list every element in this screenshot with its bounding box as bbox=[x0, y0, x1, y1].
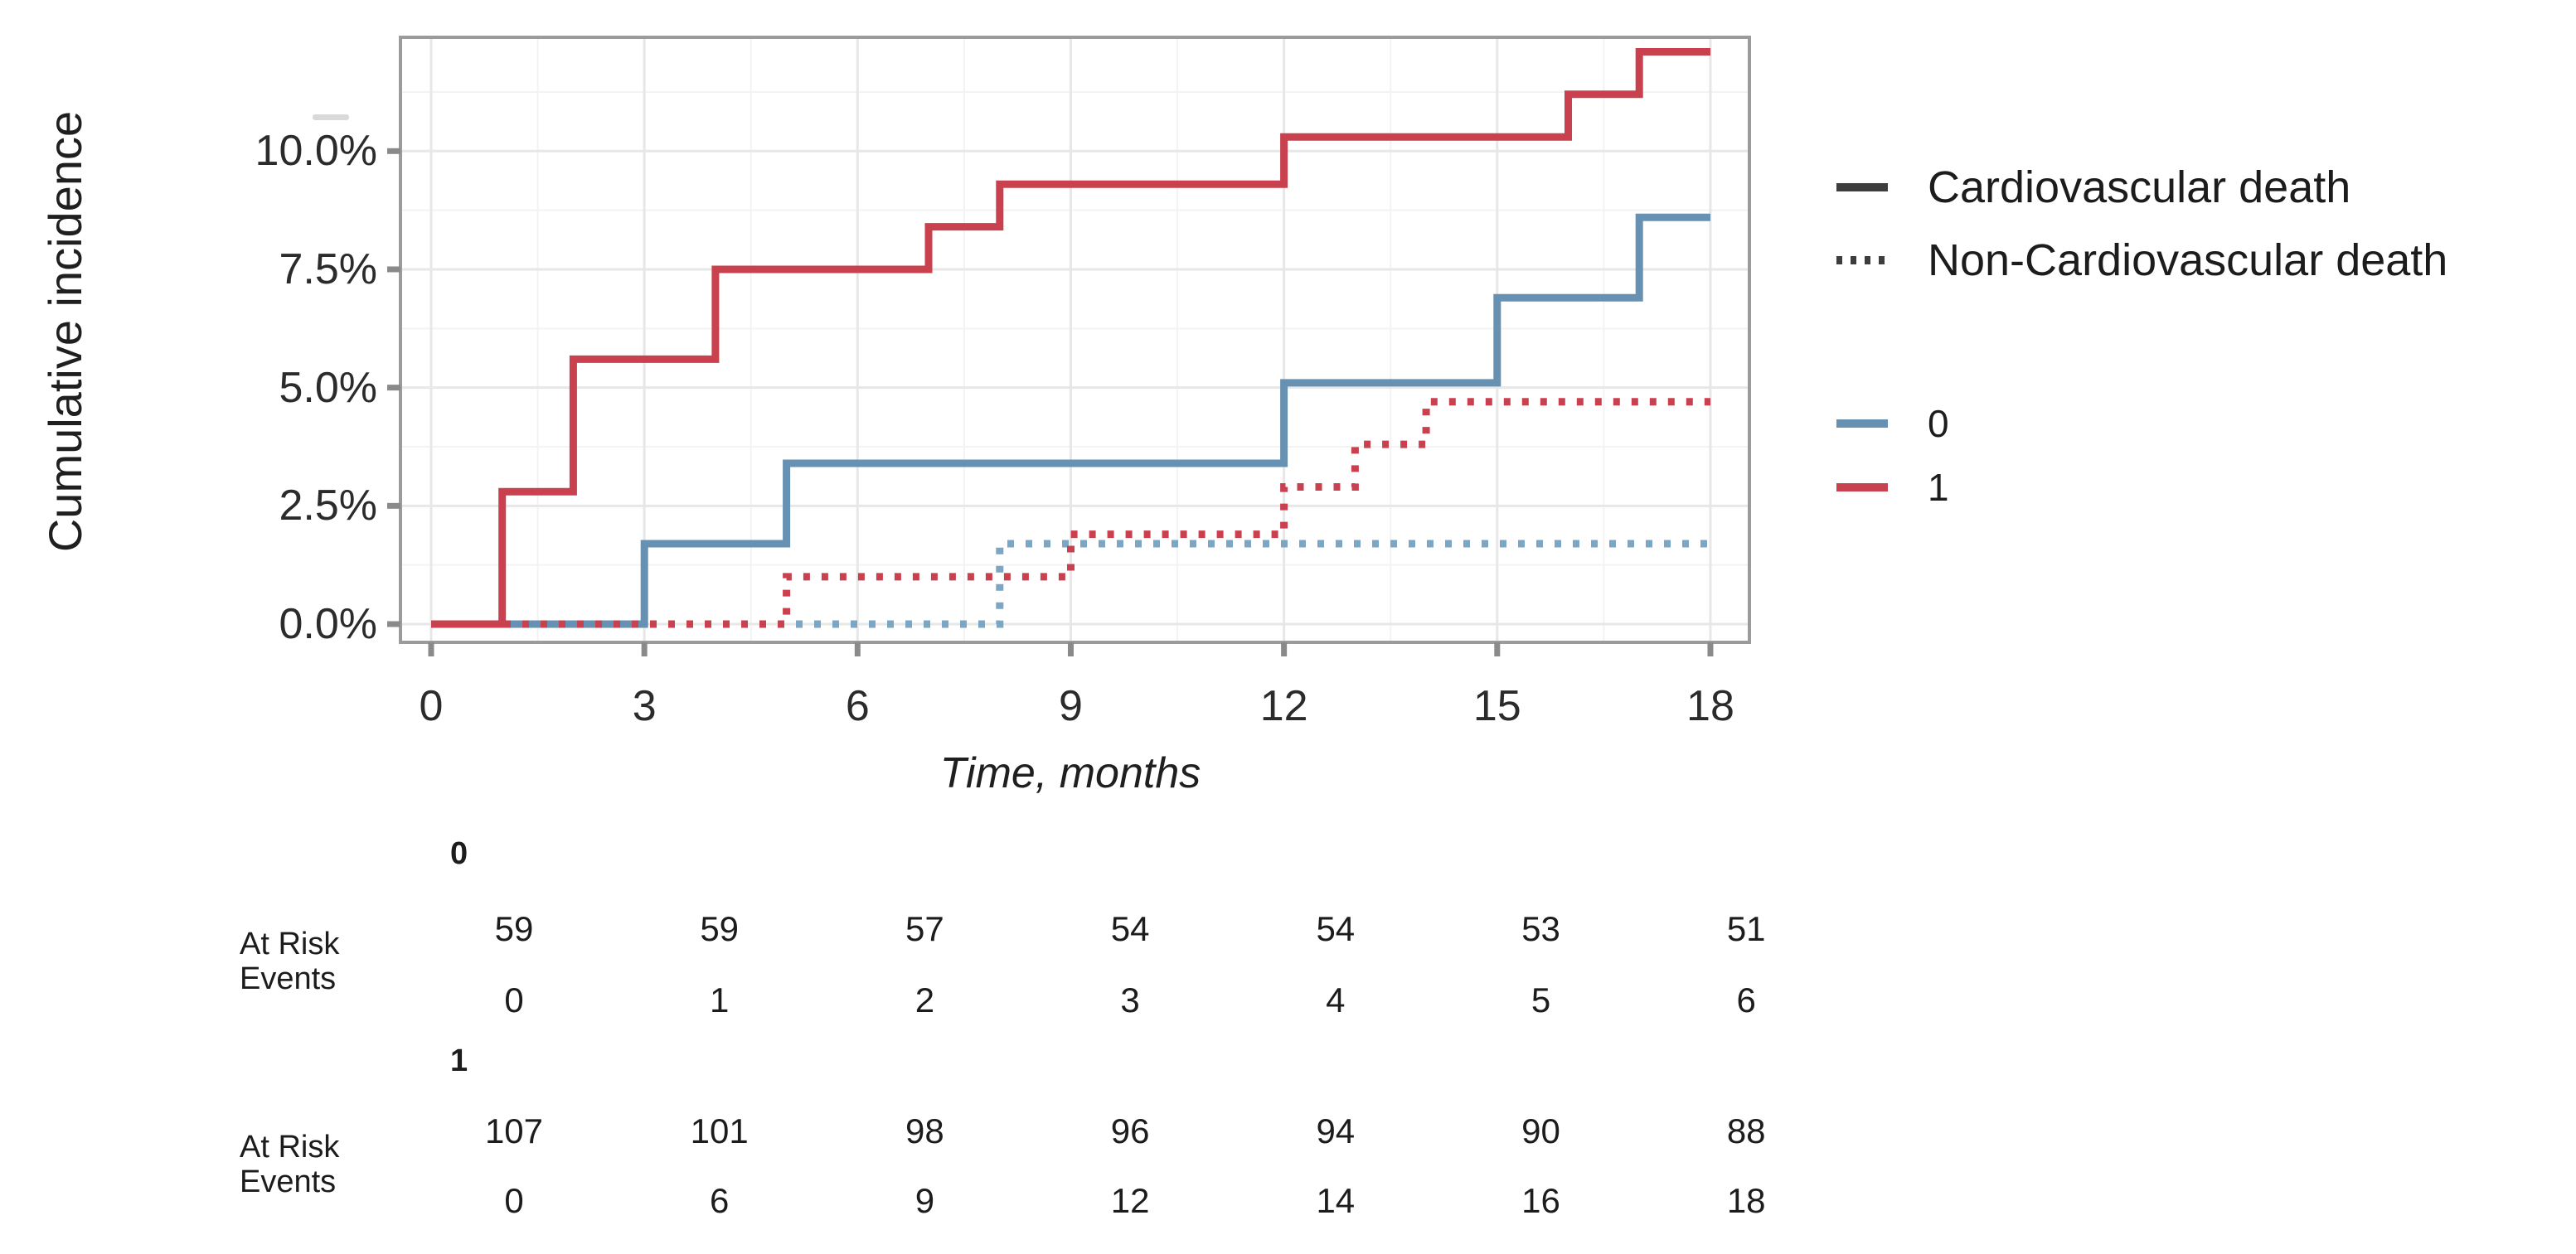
solid-line-swatch-icon bbox=[1836, 483, 1888, 491]
x-tick-label: 3 bbox=[632, 682, 657, 730]
risk-at-risk-value: 94 bbox=[1316, 1111, 1356, 1150]
y-axis-title: Cumulative incidence bbox=[39, 110, 91, 553]
risk-events-value: 0 bbox=[504, 1181, 524, 1220]
dotted-line-swatch-icon bbox=[1836, 256, 1888, 264]
x-tick-label: 6 bbox=[845, 682, 870, 730]
x-tick-label: 0 bbox=[419, 682, 444, 730]
series-cardiovascular-death-group-1 bbox=[431, 48, 1710, 628]
y-tick-label: 0.0% bbox=[279, 600, 377, 648]
series-non-cardiovascular-death-group-0 bbox=[431, 540, 1710, 628]
solid-line-swatch-icon bbox=[1836, 419, 1888, 428]
scan-artifact-dash bbox=[313, 114, 349, 120]
risk-at-risk-value: 54 bbox=[1316, 909, 1356, 948]
solid-line-swatch-icon bbox=[1836, 183, 1888, 191]
y-tick-label: 5.0% bbox=[279, 363, 377, 412]
risk-at-risk-value: 107 bbox=[484, 1111, 544, 1150]
risk-events-value: 14 bbox=[1316, 1181, 1356, 1220]
risk-events-value: 1 bbox=[710, 980, 730, 1019]
risk-events-value: 18 bbox=[1726, 1181, 1766, 1220]
risk-row-label: At Risk bbox=[240, 927, 340, 961]
legend-label: Non-Cardiovascular death bbox=[1928, 235, 2448, 285]
risk-events-value: 6 bbox=[1736, 980, 1756, 1019]
risk-events-value: 12 bbox=[1110, 1181, 1150, 1220]
series-cardiovascular-death-group-0 bbox=[431, 213, 1710, 628]
y-tick-label: 10.0% bbox=[255, 127, 377, 176]
risk-at-risk-value: 88 bbox=[1726, 1111, 1766, 1150]
legend-label: 0 bbox=[1928, 402, 1949, 445]
risk-row-label: Events bbox=[240, 961, 337, 996]
y-tick-label: 2.5% bbox=[279, 482, 377, 530]
risk-at-risk-value: 57 bbox=[905, 909, 944, 948]
legend-row-group-0: 0 bbox=[1836, 395, 1949, 453]
risk-at-risk-value: 90 bbox=[1521, 1111, 1560, 1150]
risk-events-value: 16 bbox=[1521, 1181, 1560, 1220]
risk-at-risk-value: 96 bbox=[1110, 1111, 1150, 1150]
risk-group-header-0: 0 bbox=[450, 836, 468, 871]
legend-label: 1 bbox=[1928, 466, 1949, 509]
risk-events-value: 6 bbox=[710, 1181, 730, 1220]
risk-row-label: At Risk bbox=[240, 1130, 340, 1164]
risk-at-risk-value: 51 bbox=[1726, 909, 1766, 948]
risk-row-label: Events bbox=[240, 1164, 337, 1199]
risk-events-value: 9 bbox=[914, 1181, 935, 1220]
risk-group-header-1: 1 bbox=[450, 1043, 468, 1078]
legend-label: Cardiovascular death bbox=[1928, 162, 2351, 212]
risk-at-risk-value: 59 bbox=[700, 909, 740, 948]
risk-events-value: 2 bbox=[914, 980, 935, 1019]
x-tick-label: 9 bbox=[1059, 682, 1083, 730]
risk-events-value: 3 bbox=[1120, 980, 1140, 1019]
y-tick-label: 7.5% bbox=[279, 245, 377, 293]
risk-events-value: 5 bbox=[1531, 980, 1551, 1019]
legend-row-cause-1: Non-Cardiovascular death bbox=[1836, 231, 2447, 289]
legend-row-group-1: 1 bbox=[1836, 458, 1949, 516]
risk-at-risk-value: 54 bbox=[1110, 909, 1150, 948]
x-tick-label: 12 bbox=[1259, 682, 1308, 730]
risk-events-value: 0 bbox=[504, 980, 524, 1019]
risk-at-risk-value: 101 bbox=[690, 1111, 749, 1150]
risk-at-risk-value: 53 bbox=[1521, 909, 1560, 948]
plot-panel-border bbox=[399, 36, 1751, 644]
risk-at-risk-value: 59 bbox=[494, 909, 534, 948]
risk-at-risk-value: 98 bbox=[905, 1111, 944, 1150]
x-tick-label: 15 bbox=[1472, 682, 1521, 730]
x-axis-title: Time, months bbox=[939, 749, 1201, 797]
risk-events-value: 4 bbox=[1326, 980, 1346, 1019]
x-tick-label: 18 bbox=[1686, 682, 1734, 730]
legend-row-cause-0: Cardiovascular death bbox=[1836, 158, 2350, 216]
